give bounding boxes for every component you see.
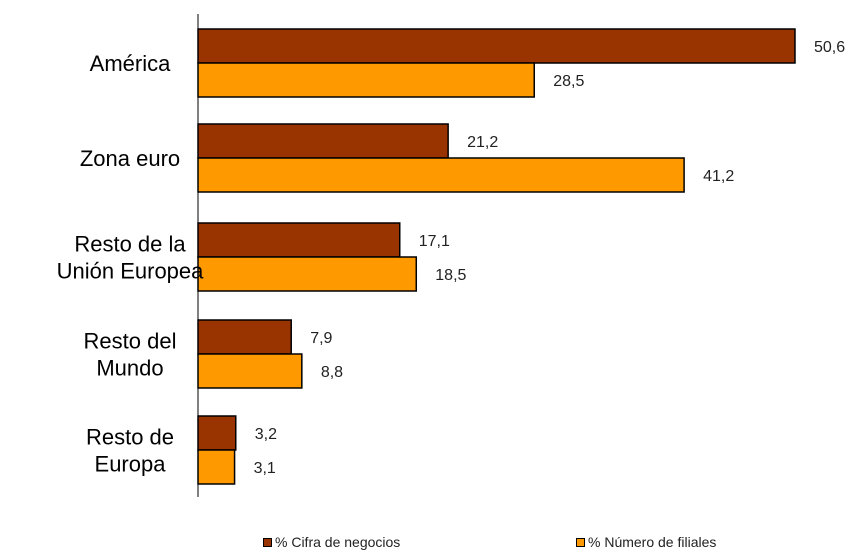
- legend-item-numero-filiales: % Número de filiales: [576, 534, 716, 550]
- bar-cifra-resto-europa: [197, 415, 237, 451]
- value-label-filiales-resto-ue: 18,5: [435, 267, 466, 284]
- bar-filiales-resto-europa: [197, 449, 236, 485]
- bar-cifra-resto-mundo: [197, 319, 292, 355]
- bar-cifra-america: [197, 28, 796, 64]
- legend-item-cifra-negocios: % Cifra de negocios: [263, 534, 400, 550]
- value-label-cifra-resto-europa: 3,2: [255, 426, 277, 443]
- category-label-resto-ue-line1: Resto de la: [74, 232, 186, 257]
- legend-swatch-numero-filiales: [576, 537, 585, 547]
- bar-filiales-zona-euro: [197, 157, 685, 193]
- bar-filiales-america: [197, 62, 536, 98]
- value-label-cifra-america: 50,6: [814, 39, 845, 56]
- value-label-cifra-zona-euro: 21,2: [467, 134, 498, 151]
- value-label-filiales-america: 28,5: [553, 73, 584, 90]
- value-label-cifra-resto-ue: 17,1: [419, 233, 450, 250]
- value-label-filiales-zona-euro: 41,2: [703, 168, 734, 185]
- legend-swatch-cifra-negocios: [263, 537, 272, 547]
- category-label-resto-ue-line2: Unión Europea: [57, 259, 205, 284]
- category-label-resto-mundo-line1: Resto del: [84, 329, 177, 354]
- bar-cifra-zona-euro: [197, 123, 449, 159]
- value-label-filiales-resto-mundo: 8,8: [321, 364, 343, 381]
- legend: % Cifra de negocios % Número de filiales: [0, 534, 854, 554]
- category-label-zona-euro: Zona euro: [80, 146, 180, 171]
- legend-label-numero-filiales: % Número de filiales: [588, 534, 717, 550]
- bar-cifra-resto-ue: [197, 222, 401, 258]
- bar-filiales-resto-mundo: [197, 353, 303, 389]
- category-label-resto-mundo-line2: Mundo: [96, 356, 163, 381]
- bar-filiales-resto-ue: [197, 256, 418, 292]
- value-label-cifra-resto-mundo: 7,9: [310, 330, 332, 347]
- category-label-resto-europa-line1: Resto de: [86, 425, 174, 450]
- category-label-america: América: [90, 51, 171, 76]
- legend-label-cifra-negocios: % Cifra de negocios: [275, 534, 401, 550]
- category-label-resto-europa-line2: Europa: [95, 452, 167, 477]
- value-label-filiales-resto-europa: 3,1: [254, 460, 276, 477]
